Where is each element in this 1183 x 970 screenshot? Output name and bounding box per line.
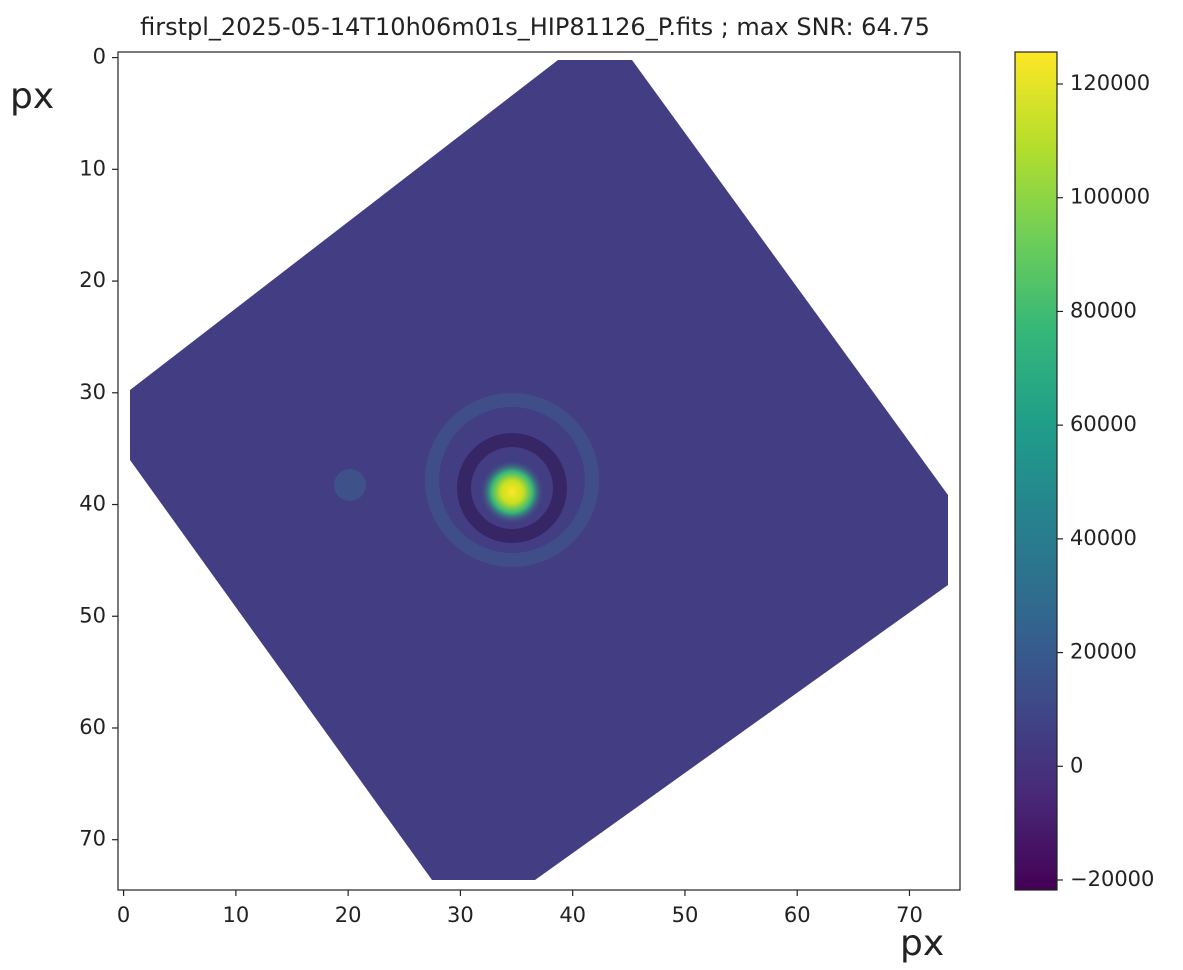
x-tick-label: 20 <box>335 903 362 927</box>
axes-frame <box>117 51 961 891</box>
y-tick-label: 0 <box>93 45 106 69</box>
colorbar-tick-label: 80000 <box>1070 298 1137 322</box>
y-tick-label: 50 <box>79 603 106 627</box>
x-tick-label: 40 <box>559 903 586 927</box>
ring <box>425 393 599 567</box>
y-tick-label: 70 <box>79 827 106 851</box>
colorbar-tick-label: 100000 <box>1070 185 1150 209</box>
y-tick-label: 10 <box>79 156 106 180</box>
chart-title: firstpl_2025-05-14T10h06m01s_HIP81126_P.… <box>140 13 930 41</box>
image <box>130 60 948 880</box>
colorbar-tick-label: 20000 <box>1070 640 1137 664</box>
colorbar <box>1014 51 1058 891</box>
x-axis-label: px <box>900 923 944 964</box>
speckle <box>334 469 366 501</box>
colorbar-tick-label: 0 <box>1070 753 1083 777</box>
y-tick-label: 20 <box>79 268 106 292</box>
colorbar-tick-label: 60000 <box>1070 412 1137 436</box>
y-tick-label: 40 <box>79 492 106 516</box>
x-tick-label: 10 <box>223 903 250 927</box>
colorbar-tick-label: 40000 <box>1070 526 1137 550</box>
y-tick-label: 60 <box>79 715 106 739</box>
colorbar-tick-label: 120000 <box>1070 71 1150 95</box>
image-footprint <box>130 60 948 880</box>
y-axis-label: px <box>10 76 54 117</box>
y-tick-label: 30 <box>79 380 106 404</box>
x-tick-label: 70 <box>896 903 923 927</box>
star-core <box>480 460 544 524</box>
x-tick-label: 0 <box>117 903 130 927</box>
ring <box>457 433 567 543</box>
x-tick-label: 60 <box>784 903 811 927</box>
x-tick-label: 50 <box>672 903 699 927</box>
colorbar-tick-label: −20000 <box>1070 867 1154 891</box>
x-tick-label: 30 <box>447 903 474 927</box>
